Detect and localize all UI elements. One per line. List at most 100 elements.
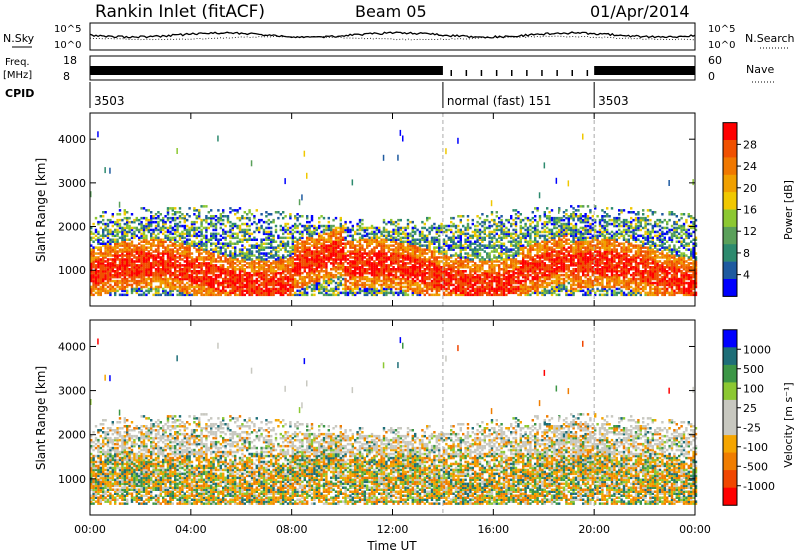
power-cell [154, 285, 158, 289]
power-cell [493, 222, 496, 226]
power-cell [483, 277, 486, 281]
power-cell [138, 293, 141, 297]
power-cell [320, 287, 323, 291]
power-cell [183, 264, 186, 267]
power-cell [286, 260, 290, 263]
power-cell [217, 287, 220, 291]
power-cell [318, 256, 321, 259]
power-cell [274, 252, 278, 255]
power-cell [188, 266, 191, 269]
power-cell [368, 285, 371, 289]
power-cell [186, 252, 189, 255]
power-cell [498, 273, 501, 277]
power-cell [495, 271, 498, 275]
power-cell [481, 264, 484, 267]
power-cell [306, 238, 309, 241]
power-cell [140, 234, 143, 238]
power-cell [176, 148, 178, 154]
power-cell [342, 228, 345, 232]
power-cell [411, 273, 414, 277]
power-cell [157, 250, 160, 253]
power-cell [457, 270, 460, 273]
power-cell [351, 271, 354, 275]
power-cell [152, 232, 155, 236]
power-cell [198, 275, 201, 279]
power-cell [303, 228, 306, 232]
power-cell [423, 248, 426, 251]
power-cell [478, 285, 482, 289]
power-cell [452, 232, 455, 236]
power-cell [265, 293, 268, 297]
power-cell [303, 242, 306, 245]
power-cell [231, 266, 234, 269]
power-cell [253, 238, 256, 241]
power-cell [118, 213, 122, 216]
power-cell [291, 260, 294, 263]
power-cell [162, 279, 165, 283]
power-cell [370, 283, 374, 287]
power-cell [212, 242, 215, 245]
power-cell [118, 224, 122, 228]
power-cell [116, 252, 119, 255]
power-cell [250, 293, 254, 297]
power-cell [207, 277, 210, 281]
power-cell [262, 285, 266, 289]
power-cell [270, 220, 273, 224]
power-cell [418, 232, 422, 236]
power-cell [375, 287, 378, 291]
power-cell [370, 258, 374, 261]
power-cell [375, 275, 378, 279]
power-cell [382, 264, 386, 267]
power-cell [447, 279, 450, 283]
power-cell [464, 226, 467, 230]
power-cell [387, 232, 390, 236]
power-cell [104, 268, 107, 271]
power-cell [274, 270, 278, 273]
power-cell [229, 256, 232, 259]
power-cell [404, 228, 407, 232]
power-cell [250, 250, 254, 253]
power-cell [147, 242, 150, 245]
power-cell [310, 232, 314, 236]
power-cell [382, 279, 386, 283]
power-cell [176, 230, 179, 234]
power-cell [109, 262, 112, 265]
power-cell [310, 287, 314, 291]
power-cell [490, 275, 494, 279]
power-cell [171, 266, 174, 269]
power-cell [339, 271, 342, 275]
power-cell [380, 285, 383, 289]
power-cell [157, 242, 160, 245]
power-cell [200, 242, 203, 245]
power-cell [224, 293, 227, 297]
power-cell [313, 244, 316, 247]
power-cell [294, 285, 297, 289]
power-cell [116, 289, 119, 293]
power-cell [286, 279, 290, 283]
power-cell [157, 232, 160, 236]
power-cell [289, 213, 292, 216]
power-cell [176, 226, 179, 230]
power-cell [135, 279, 138, 283]
power-cell [332, 252, 335, 255]
power-cell [500, 258, 503, 261]
power-cell [373, 289, 376, 293]
power-cell [308, 281, 311, 285]
power-cell [428, 226, 431, 230]
power-cell [267, 242, 270, 245]
power-cell [162, 271, 165, 275]
power-cell [250, 268, 254, 271]
power-cell [416, 275, 419, 279]
power-cell [188, 283, 191, 287]
power-cell [226, 262, 230, 265]
power-cell [418, 264, 422, 267]
noise-left-tick-top: 10^5 [54, 24, 81, 35]
power-cell [193, 220, 196, 224]
power-cell [382, 242, 386, 245]
cpid-label: CPID [5, 87, 34, 100]
power-cell [426, 281, 429, 285]
power-cell [162, 277, 165, 281]
power-cell [190, 226, 194, 230]
power-cell [90, 264, 93, 267]
power-cell [320, 244, 323, 247]
